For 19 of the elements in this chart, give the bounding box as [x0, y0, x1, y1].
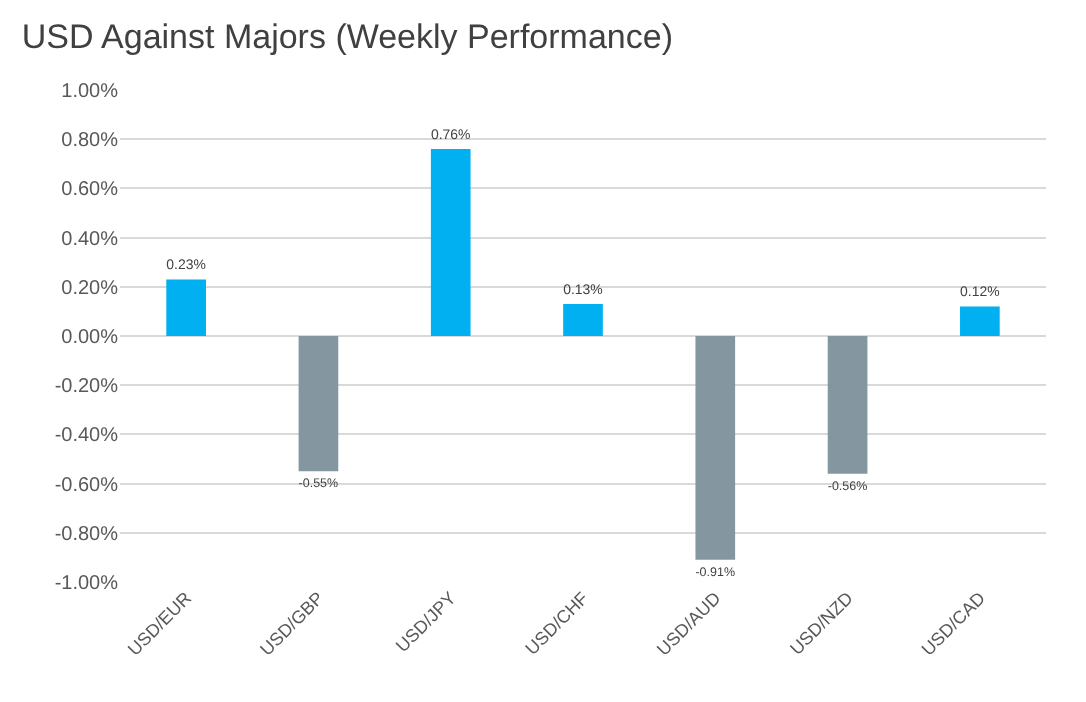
y-tick-label: 0.20% — [61, 277, 119, 300]
y-tick-label: 0.80% — [61, 130, 119, 153]
y-tick-label: -0.40% — [54, 425, 119, 448]
bar — [563, 304, 603, 336]
y-tick-label: 0.40% — [61, 228, 119, 251]
y-tick-label: -0.60% — [54, 474, 119, 497]
y-tick-label: -0.80% — [54, 523, 119, 546]
y-tick-label: -1.00% — [54, 573, 119, 595]
y-tick-label: 0.00% — [61, 327, 119, 349]
bar — [960, 306, 1000, 336]
bar — [695, 336, 736, 560]
y-tick-label: -0.20% — [54, 376, 119, 399]
bar — [298, 336, 339, 472]
bar — [827, 336, 868, 474]
y-tick-label: 1.00% — [61, 81, 119, 103]
bar — [166, 279, 206, 336]
chart-title: USD Against Majors (Weekly Performance) — [21, 18, 673, 57]
bar — [430, 149, 471, 336]
y-tick-label: 0.60% — [61, 179, 119, 202]
